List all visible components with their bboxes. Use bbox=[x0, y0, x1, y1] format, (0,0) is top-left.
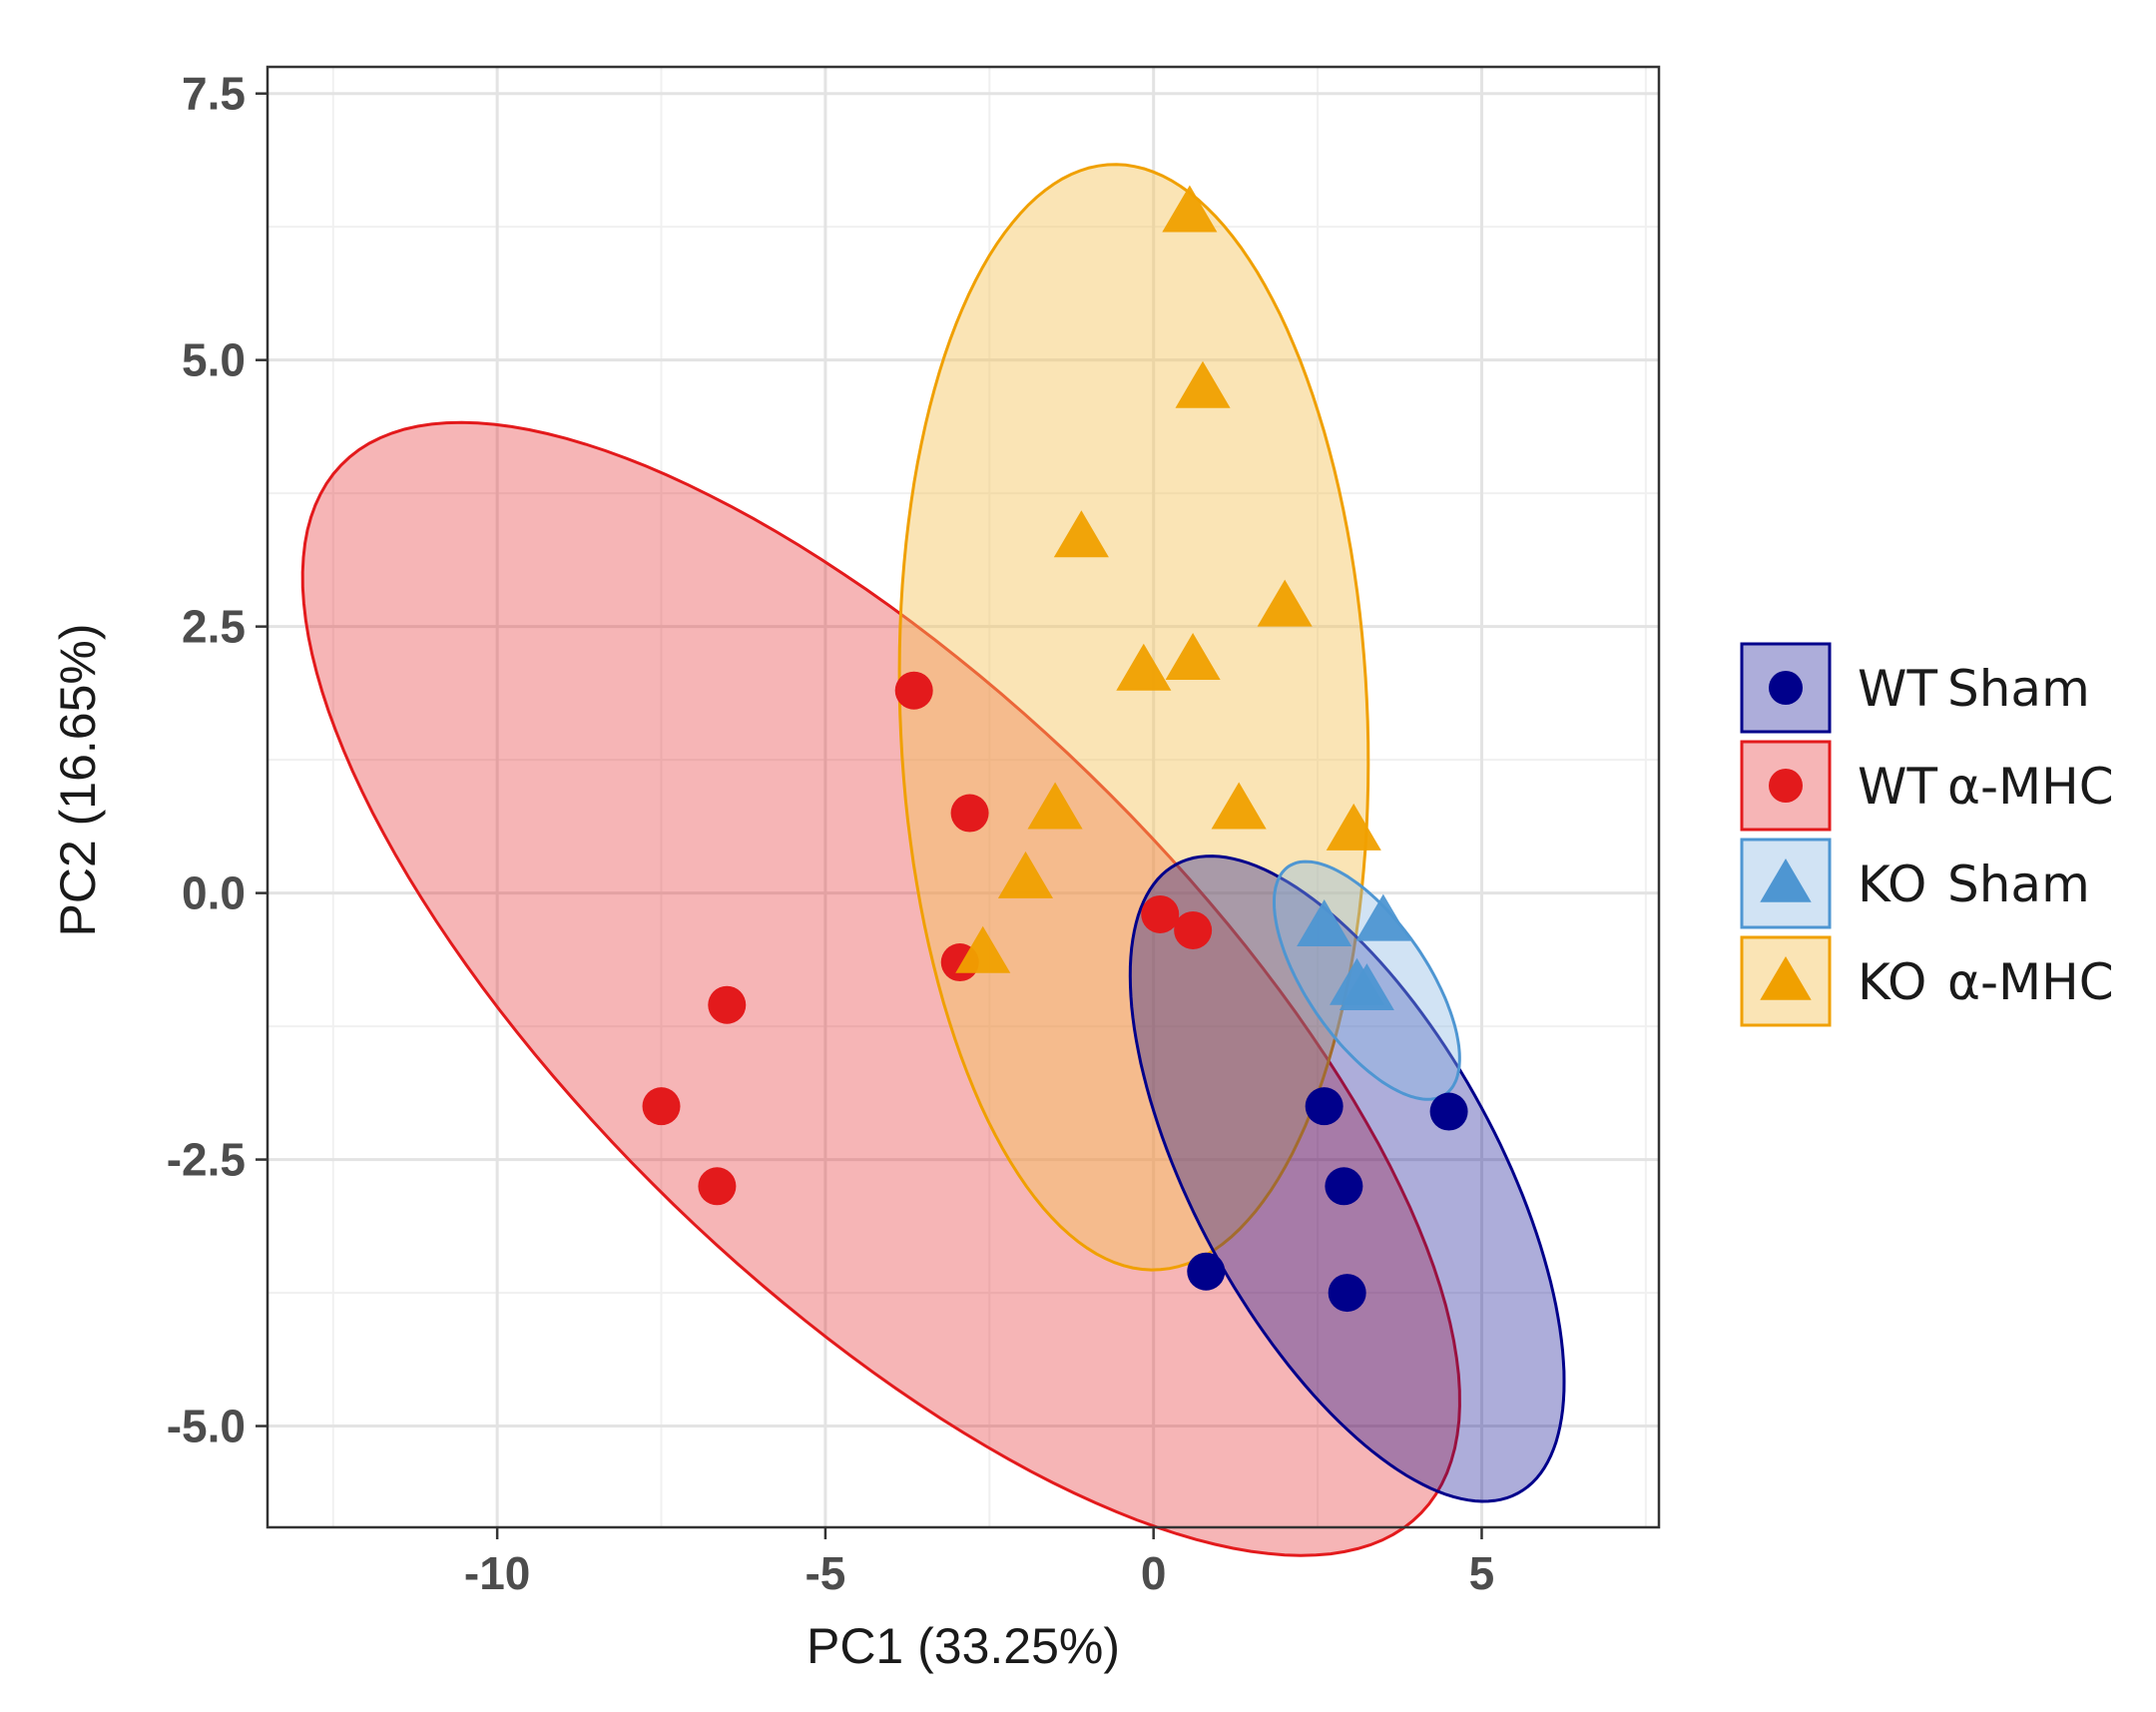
legend-group-label: WT bbox=[1858, 660, 1937, 718]
y-tick-label: 2.5 bbox=[182, 601, 246, 653]
major-gridlines bbox=[268, 67, 1659, 1527]
point-wt-mhc bbox=[698, 1167, 737, 1206]
point-wt-mhc bbox=[894, 671, 933, 710]
y-tick-label: 0.0 bbox=[182, 867, 246, 919]
legend-item-ko-sham: KO Sham bbox=[1740, 838, 2090, 929]
legend-treatment-label: α-MHC bbox=[1947, 758, 2114, 816]
point-ko-mhc bbox=[955, 925, 1011, 973]
legend-group-label: KO bbox=[1858, 856, 1926, 913]
point-ko-mhc bbox=[1027, 782, 1083, 830]
ellipse-ko-mhc bbox=[897, 163, 1370, 1272]
data-points bbox=[642, 185, 1468, 1313]
legend-item-wt-mhc: WT α-MHC bbox=[1740, 740, 2114, 832]
point-ko-mhc bbox=[1175, 360, 1231, 408]
y-tick-label: 7.5 bbox=[182, 68, 246, 120]
legend-triangle-icon bbox=[1760, 956, 1812, 1000]
legend-item-ko-mhc: KO α-MHC bbox=[1740, 935, 2114, 1027]
x-axis-title: PC1 (33.25%) bbox=[807, 1618, 1120, 1674]
point-wt-sham bbox=[1325, 1167, 1363, 1206]
legend-circle-icon bbox=[1769, 671, 1803, 705]
point-ko-sham bbox=[1339, 963, 1394, 1010]
x-axis: -10 -5 0 5 bbox=[464, 1527, 1494, 1599]
point-ko-mhc bbox=[997, 851, 1053, 898]
minor-gridlines bbox=[268, 67, 1659, 1527]
legend-item-wt-sham: WT Sham bbox=[1740, 642, 2090, 734]
x-tick-label: 5 bbox=[1469, 1547, 1495, 1599]
legend-treatment-label: Sham bbox=[1947, 856, 2090, 913]
point-ko-sham bbox=[1297, 899, 1352, 946]
legend-circle-icon bbox=[1769, 769, 1803, 803]
point-wt-sham bbox=[1305, 1087, 1344, 1126]
point-wt-mhc bbox=[642, 1087, 681, 1126]
point-wt-mhc bbox=[1174, 910, 1213, 949]
ellipse-wt-mhc bbox=[300, 420, 1461, 1557]
legend-triangle-icon bbox=[1760, 858, 1812, 902]
legend-group-label: WT bbox=[1858, 758, 1937, 816]
point-ko-sham bbox=[1355, 893, 1411, 941]
x-tick-label: -5 bbox=[805, 1547, 845, 1599]
point-ko-mhc bbox=[1326, 803, 1381, 851]
point-ko-mhc bbox=[1257, 579, 1313, 627]
point-wt-mhc bbox=[708, 985, 747, 1024]
y-axis: -5.0 -2.5 0.0 2.5 5.0 7.5 bbox=[167, 68, 268, 1452]
point-ko-mhc bbox=[1211, 782, 1267, 830]
point-wt-sham bbox=[1429, 1092, 1468, 1131]
point-ko-mhc bbox=[1116, 643, 1172, 691]
point-ko-mhc bbox=[1162, 185, 1218, 233]
legend-treatment-label: α-MHC bbox=[1947, 953, 2114, 1011]
plot-panel bbox=[266, 65, 1661, 1557]
x-tick-label: 0 bbox=[1141, 1547, 1167, 1599]
point-wt-mhc bbox=[1141, 894, 1180, 933]
x-tick-label: -10 bbox=[464, 1547, 530, 1599]
y-tick-label: -5.0 bbox=[167, 1401, 246, 1452]
point-wt-sham bbox=[1187, 1252, 1226, 1291]
point-ko-mhc bbox=[1165, 633, 1221, 680]
legend-group-label: KO bbox=[1858, 953, 1926, 1011]
y-tick-label: -2.5 bbox=[167, 1134, 246, 1186]
legend-treatment-label: Sham bbox=[1947, 660, 2090, 718]
y-tick-label: 5.0 bbox=[182, 334, 246, 386]
y-axis-title: PC2 (16.65%) bbox=[50, 623, 106, 936]
point-ko-mhc bbox=[1053, 510, 1109, 558]
point-wt-mhc bbox=[950, 794, 989, 833]
point-wt-sham bbox=[1328, 1274, 1366, 1313]
